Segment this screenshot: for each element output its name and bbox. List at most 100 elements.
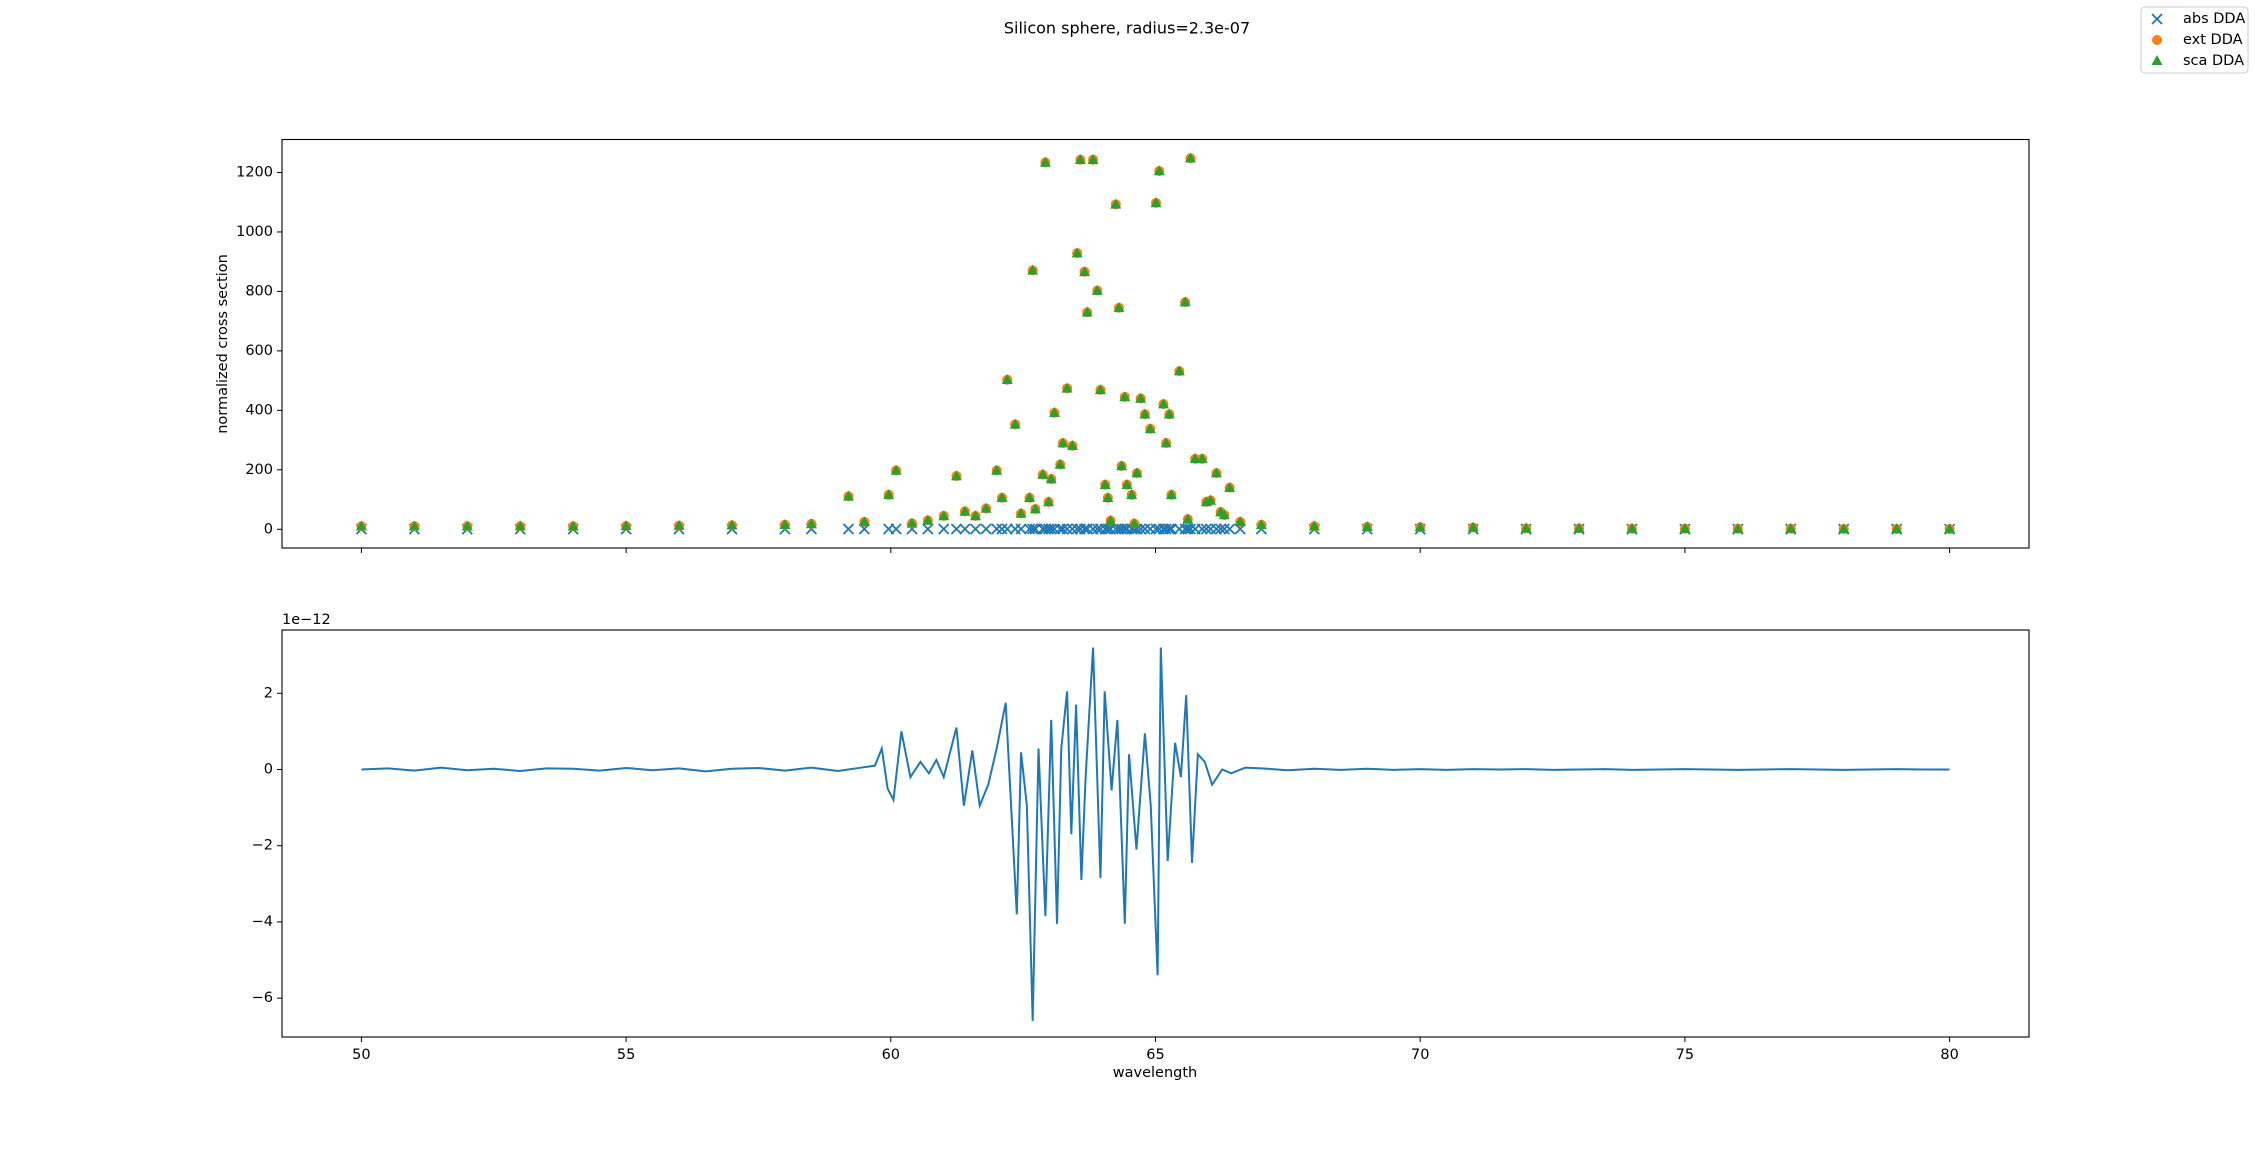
point: [1144, 423, 1156, 434]
point: [1679, 522, 1691, 533]
y-tick-label: 800: [245, 283, 273, 299]
axes-frame: [281, 629, 2030, 1038]
point: [1024, 492, 1036, 503]
point: [726, 519, 738, 530]
point: [1196, 453, 1208, 464]
point: [991, 523, 1003, 535]
point: [1838, 523, 1850, 534]
point: [1099, 478, 1111, 489]
point: [1165, 489, 1177, 500]
chart-title: Silicon sphere, radius=2.3e-07: [1004, 19, 1250, 38]
y-tick-label: 2: [264, 685, 273, 701]
x-tick-label: 55: [617, 1047, 635, 1063]
y-axis-label: normalized cross section: [215, 254, 231, 434]
x-tick-label: 60: [882, 1047, 900, 1063]
point: [1045, 523, 1057, 535]
point: [906, 517, 918, 528]
point: [1119, 391, 1131, 402]
point: [858, 516, 870, 527]
point: [883, 489, 895, 500]
legend-label: ext DDA: [2183, 32, 2243, 48]
point: [1105, 514, 1117, 525]
point: [1121, 478, 1133, 489]
x-tick-label: 80: [1940, 1047, 1958, 1063]
point: [1163, 408, 1175, 419]
point: [1037, 468, 1049, 479]
point: [1160, 437, 1172, 448]
point: [1057, 437, 1069, 448]
legend-label: abs DDA: [2183, 11, 2245, 27]
point: [1223, 523, 1236, 535]
point: [1732, 522, 1744, 533]
point: [1029, 503, 1041, 514]
y-tick-label: −4: [252, 914, 273, 930]
y-tick-label: 1200: [236, 165, 273, 181]
point: [673, 519, 685, 530]
y-offset-label: 1e−12: [282, 612, 331, 628]
point: [620, 520, 632, 531]
point: [1102, 523, 1114, 535]
point: [1102, 492, 1114, 503]
point: [1163, 523, 1175, 535]
point: [1153, 165, 1165, 176]
point: [1057, 523, 1069, 535]
point: [1210, 467, 1222, 478]
point: [1160, 523, 1172, 535]
point: [1115, 523, 1128, 535]
point: [1157, 398, 1169, 409]
point: [1520, 522, 1532, 533]
point: [970, 510, 982, 521]
y-tick-label: 1000: [236, 224, 273, 240]
point: [1361, 521, 1373, 532]
y-tick-label: −2: [252, 838, 273, 854]
point: [1071, 247, 1083, 258]
point: [1182, 513, 1194, 524]
point: [1079, 266, 1091, 277]
point: [1189, 453, 1201, 464]
point: [1116, 460, 1128, 471]
point: [1184, 152, 1196, 163]
point: [514, 520, 526, 531]
point: [1210, 523, 1223, 535]
point: [1048, 407, 1060, 418]
point: [1891, 523, 1903, 534]
point: [1200, 523, 1212, 535]
point: [1139, 523, 1151, 535]
point: [950, 523, 963, 535]
point: [1184, 523, 1197, 535]
point: [1027, 264, 1039, 275]
point: [1027, 523, 1039, 535]
point: [1099, 523, 1111, 535]
point: [1179, 523, 1191, 535]
point: [922, 514, 934, 525]
point: [461, 520, 473, 531]
y-tick-label: 0: [264, 521, 273, 537]
point: [805, 518, 817, 529]
x-tick-label: 75: [1676, 1047, 1694, 1063]
point: [1087, 154, 1099, 165]
point: [567, 520, 579, 531]
point: [1308, 520, 1320, 531]
point: [980, 502, 992, 513]
point: [1110, 198, 1122, 209]
point: [1091, 284, 1103, 295]
x-tick-label: 50: [352, 1047, 370, 1063]
legend-label: sca DDA: [2183, 53, 2244, 69]
point: [1001, 523, 1013, 535]
point: [1081, 306, 1093, 317]
point: [1061, 523, 1073, 535]
point: [1467, 521, 1479, 532]
point: [1218, 523, 1230, 535]
point: [1135, 392, 1147, 403]
point: [1255, 519, 1267, 530]
point: [1074, 154, 1086, 165]
point: [996, 523, 1008, 535]
point: [1626, 522, 1638, 533]
point: [842, 523, 855, 535]
point: [1573, 522, 1585, 533]
x-tick-label: 65: [1146, 1047, 1164, 1063]
point: [1234, 516, 1246, 527]
y-tick-label: 0: [264, 761, 273, 777]
